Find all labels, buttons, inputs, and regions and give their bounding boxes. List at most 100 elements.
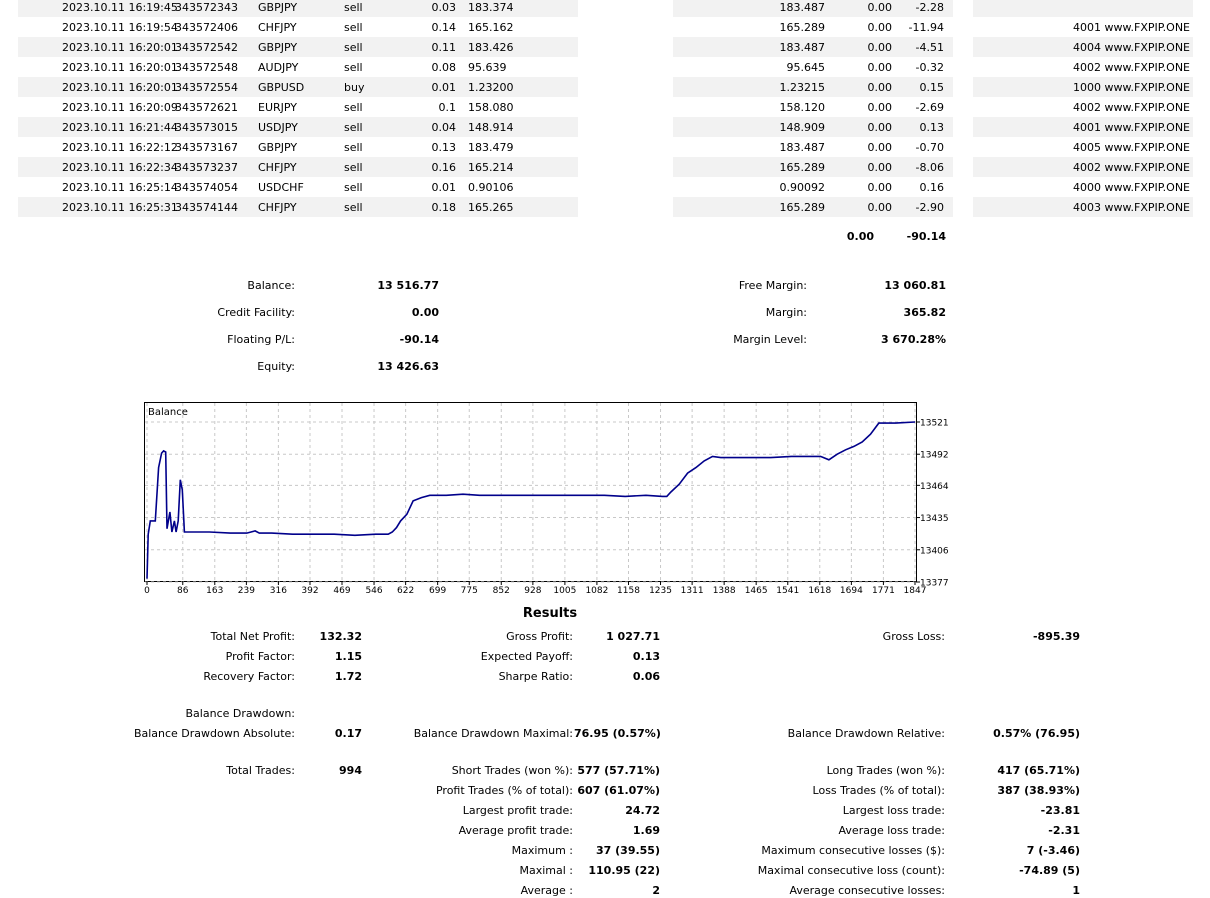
deal-cur: 165.289 <box>779 201 826 214</box>
y-tick-label: 13435 <box>920 514 949 524</box>
x-tick-label: 622 <box>397 586 414 596</box>
result-value: 1 027.71 <box>606 630 660 643</box>
total-profit: -90.14 <box>906 230 946 243</box>
x-tick-label: 1388 <box>713 586 736 596</box>
deal-swap: 0.00 <box>867 181 893 194</box>
result-label: Maximal consecutive loss (count): <box>757 864 945 877</box>
deal-cur: 165.289 <box>779 161 826 174</box>
deal-time: 2023.10.11 16:22:34 <box>62 161 178 174</box>
y-tick-label: 13406 <box>920 546 949 556</box>
result-value: 994 <box>339 764 362 777</box>
result-label: Loss Trades (% of total): <box>812 784 945 797</box>
result-value: 7 (-3.46) <box>1026 844 1080 857</box>
deal-price: 165.265 <box>468 201 514 214</box>
deal-cur: 158.120 <box>779 101 826 114</box>
result-label: Sharpe Ratio: <box>498 670 573 683</box>
deal-type: sell <box>344 121 363 134</box>
result-value: 132.32 <box>319 630 362 643</box>
deal-ticket: 343573167 <box>175 141 238 154</box>
chart-frame <box>144 402 917 582</box>
deal-symbol: GBPJPY <box>258 41 298 54</box>
deal-ticket: 343573015 <box>175 121 238 134</box>
x-tick-label: 163 <box>206 586 223 596</box>
deal-profit: -8.06 <box>915 161 944 174</box>
deal-row: 2023.10.11 16:19:45 343572343 GBPJPY sell 0.… <box>18 0 1193 17</box>
equity-label: Equity: <box>257 360 295 373</box>
deal-profit: -2.28 <box>915 1 944 14</box>
deal-swap: 0.00 <box>867 1 893 14</box>
deal-swap: 0.00 <box>867 161 893 174</box>
deal-volume: 0.01 <box>431 81 457 94</box>
result-label: Balance Drawdown Absolute: <box>133 727 295 740</box>
deal-profit: 0.16 <box>919 181 945 194</box>
deal-row: 2023.10.11 16:20:01 343572542 GBPJPY sell 0.… <box>18 37 1193 57</box>
equity-value: 13 426.63 <box>377 360 439 373</box>
deal-comment: 4002 www.FXPIP.ONE <box>1073 161 1190 174</box>
result-label: Balance Drawdown Relative: <box>787 727 945 740</box>
deal-swap: 0.00 <box>867 201 893 214</box>
deal-volume: 0.01 <box>431 181 457 194</box>
result-value: 577 (57.71%) <box>577 764 660 777</box>
result-value: 417 (65.71%) <box>997 764 1080 777</box>
result-label: Recovery Factor: <box>203 670 295 683</box>
result-value: 110.95 (22) <box>588 864 660 877</box>
deal-price: 183.374 <box>468 1 514 14</box>
x-tick-label: 1618 <box>808 586 831 596</box>
result-value: 2 <box>652 884 660 897</box>
result-value: 1.72 <box>334 670 362 683</box>
deal-type: sell <box>344 61 363 74</box>
margin-label: Margin: <box>765 306 807 319</box>
credit-value: 0.00 <box>411 306 439 319</box>
deal-type: sell <box>344 201 363 214</box>
deal-swap: 0.00 <box>867 121 893 134</box>
deal-price: 148.914 <box>468 121 514 134</box>
deal-ticket: 343573237 <box>175 161 238 174</box>
deal-cur: 95.645 <box>786 61 826 74</box>
deal-volume: 0.18 <box>431 201 457 214</box>
deal-time: 2023.10.11 16:21:44 <box>62 121 178 134</box>
deal-time: 2023.10.11 16:19:54 <box>62 21 178 34</box>
deal-cur: 183.487 <box>779 41 826 54</box>
deal-row: 2023.10.11 16:25:31 343574144 CHFJPY sell 0.… <box>18 197 1193 217</box>
deal-volume: 0.16 <box>431 161 457 174</box>
floating-label: Floating P/L: <box>227 333 295 346</box>
deal-swap: 0.00 <box>867 141 893 154</box>
deal-cur: 183.487 <box>779 141 826 154</box>
result-value: 37 (39.55) <box>596 844 660 857</box>
deal-comment: 4004 www.FXPIP.ONE <box>1073 41 1190 54</box>
result-label: Profit Factor: <box>225 650 295 663</box>
deal-comment: 1000 www.FXPIP.ONE <box>1073 81 1190 94</box>
deal-comment: 4005 www.FXPIP.ONE <box>1073 141 1190 154</box>
deal-symbol: USDCHF <box>258 181 304 194</box>
x-tick-label: 469 <box>333 586 350 596</box>
deal-volume: 0.03 <box>431 1 457 14</box>
deal-row: 2023.10.11 16:21:44 343573015 USDJPY sell 0.… <box>18 117 1193 137</box>
deal-swap: 0.00 <box>867 81 893 94</box>
deal-comment: 4003 www.FXPIP.ONE <box>1073 201 1190 214</box>
margin-value: 365.82 <box>903 306 946 319</box>
deal-cur: 1.23215 <box>779 81 826 94</box>
deal-time: 2023.10.11 16:22:12 <box>62 141 178 154</box>
result-value: 0.17 <box>334 727 362 740</box>
deal-price: 183.426 <box>468 41 514 54</box>
result-label: Expected Payoff: <box>480 650 573 663</box>
result-value: 387 (38.93%) <box>997 784 1080 797</box>
deal-comment: 4000 www.FXPIP.ONE <box>1073 181 1190 194</box>
balance-value: 13 516.77 <box>377 279 439 292</box>
result-label: Gross Loss: <box>882 630 945 643</box>
result-label: Maximum consecutive losses ($): <box>761 844 945 857</box>
x-tick-label: 775 <box>461 586 478 596</box>
x-tick-label: 699 <box>429 586 446 596</box>
deal-cur: 165.289 <box>779 21 826 34</box>
deal-volume: 0.08 <box>431 61 457 74</box>
deal-swap: 0.00 <box>867 101 893 114</box>
deal-type: buy <box>344 81 365 94</box>
deal-row: 2023.10.11 16:19:54 343572406 CHFJPY sell 0.… <box>18 17 1193 37</box>
deal-row: 2023.10.11 16:20:01 343572548 AUDJPY sell 0.… <box>18 57 1193 77</box>
deal-cur: 183.487 <box>779 1 826 14</box>
result-label: Maximum : <box>511 844 573 857</box>
result-label: Long Trades (won %): <box>826 764 945 777</box>
deal-ticket: 343572343 <box>175 1 238 14</box>
deal-profit: -4.51 <box>915 41 944 54</box>
deal-volume: 0.11 <box>431 41 457 54</box>
